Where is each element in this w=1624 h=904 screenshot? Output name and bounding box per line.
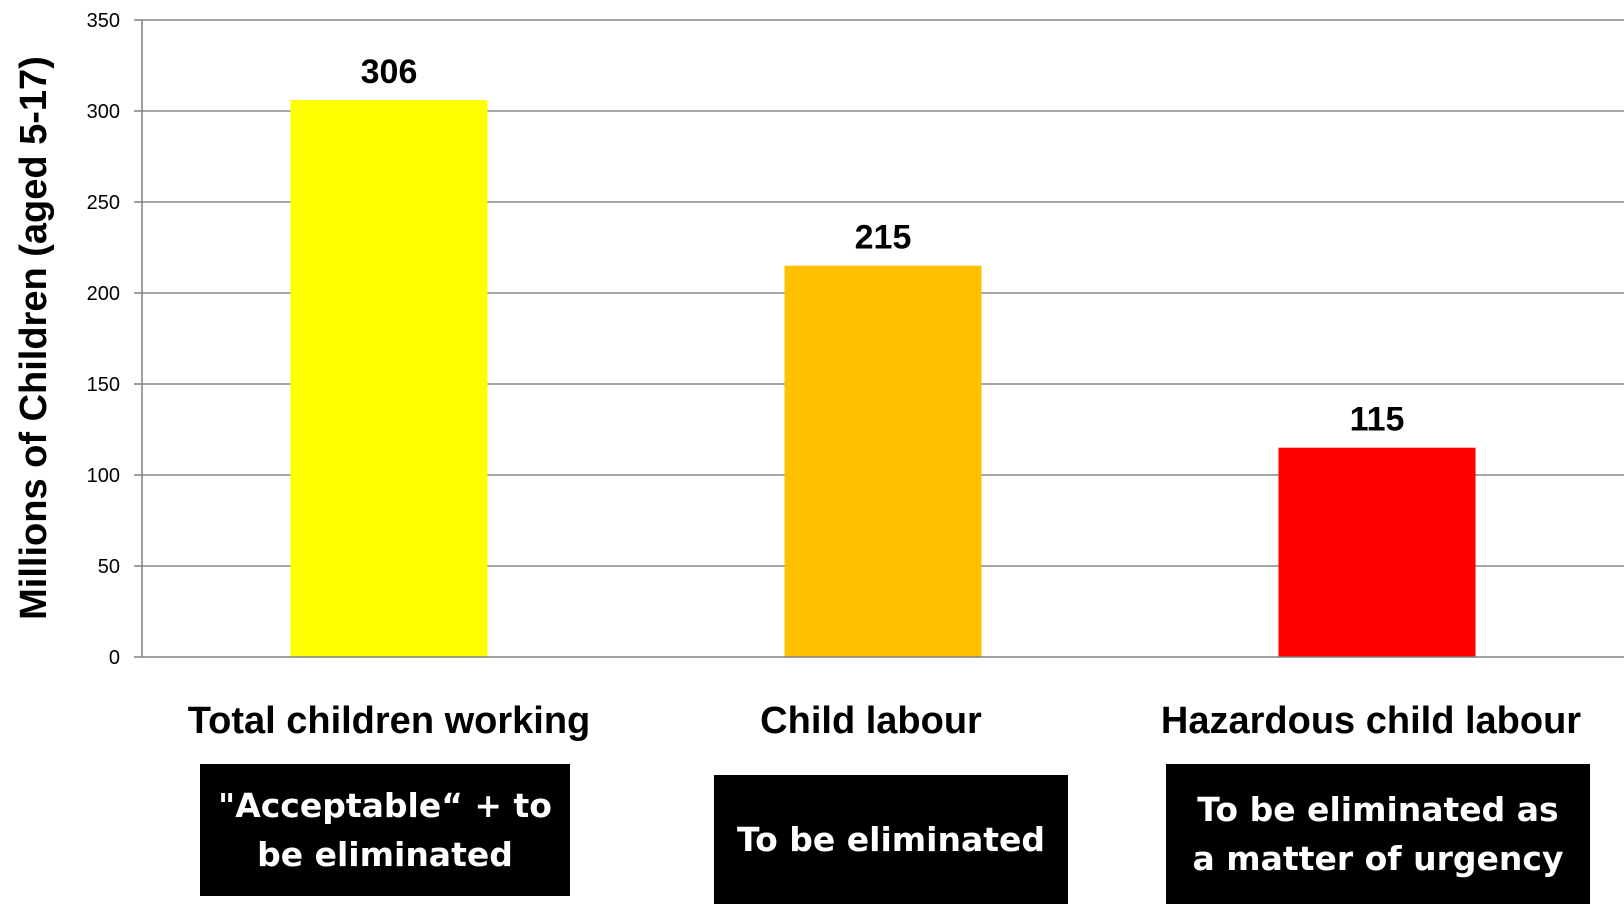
y-tick-label: 300	[87, 101, 120, 123]
x-category-label: Hazardous child labour	[1161, 700, 1581, 742]
bars	[290, 100, 1476, 657]
y-axis-ticks: 0 50 100 150 200 250 300 350	[87, 10, 142, 669]
annotation-box-acceptable: "Acceptable“ + to be eliminated	[200, 764, 570, 896]
bar	[290, 100, 488, 657]
data-labels: 306 215 115	[361, 53, 1405, 439]
x-category-label: Child labour	[760, 700, 982, 742]
bar	[1278, 447, 1476, 657]
bar	[784, 265, 982, 657]
y-tick-label: 350	[87, 10, 120, 32]
y-axis-label: Millions of Children (aged 5-17)	[13, 56, 55, 620]
data-label: 306	[361, 53, 418, 91]
y-tick-label: 200	[87, 283, 120, 305]
category-labels: Total children working Child labour Hazard…	[188, 700, 1582, 742]
y-tick-label: 250	[87, 192, 120, 214]
y-tick-label: 100	[87, 465, 120, 487]
annotation-box-urgency: To be eliminated as a matter of urgency	[1166, 764, 1590, 904]
data-label: 215	[855, 219, 912, 257]
y-tick-label: 0	[109, 647, 120, 669]
x-category-label: Total children working	[188, 700, 591, 742]
data-label: 115	[1350, 401, 1405, 439]
annotation-box-to-be-eliminated: To be eliminated	[714, 775, 1068, 904]
y-tick-label: 150	[87, 374, 120, 396]
y-tick-label: 50	[98, 556, 120, 578]
